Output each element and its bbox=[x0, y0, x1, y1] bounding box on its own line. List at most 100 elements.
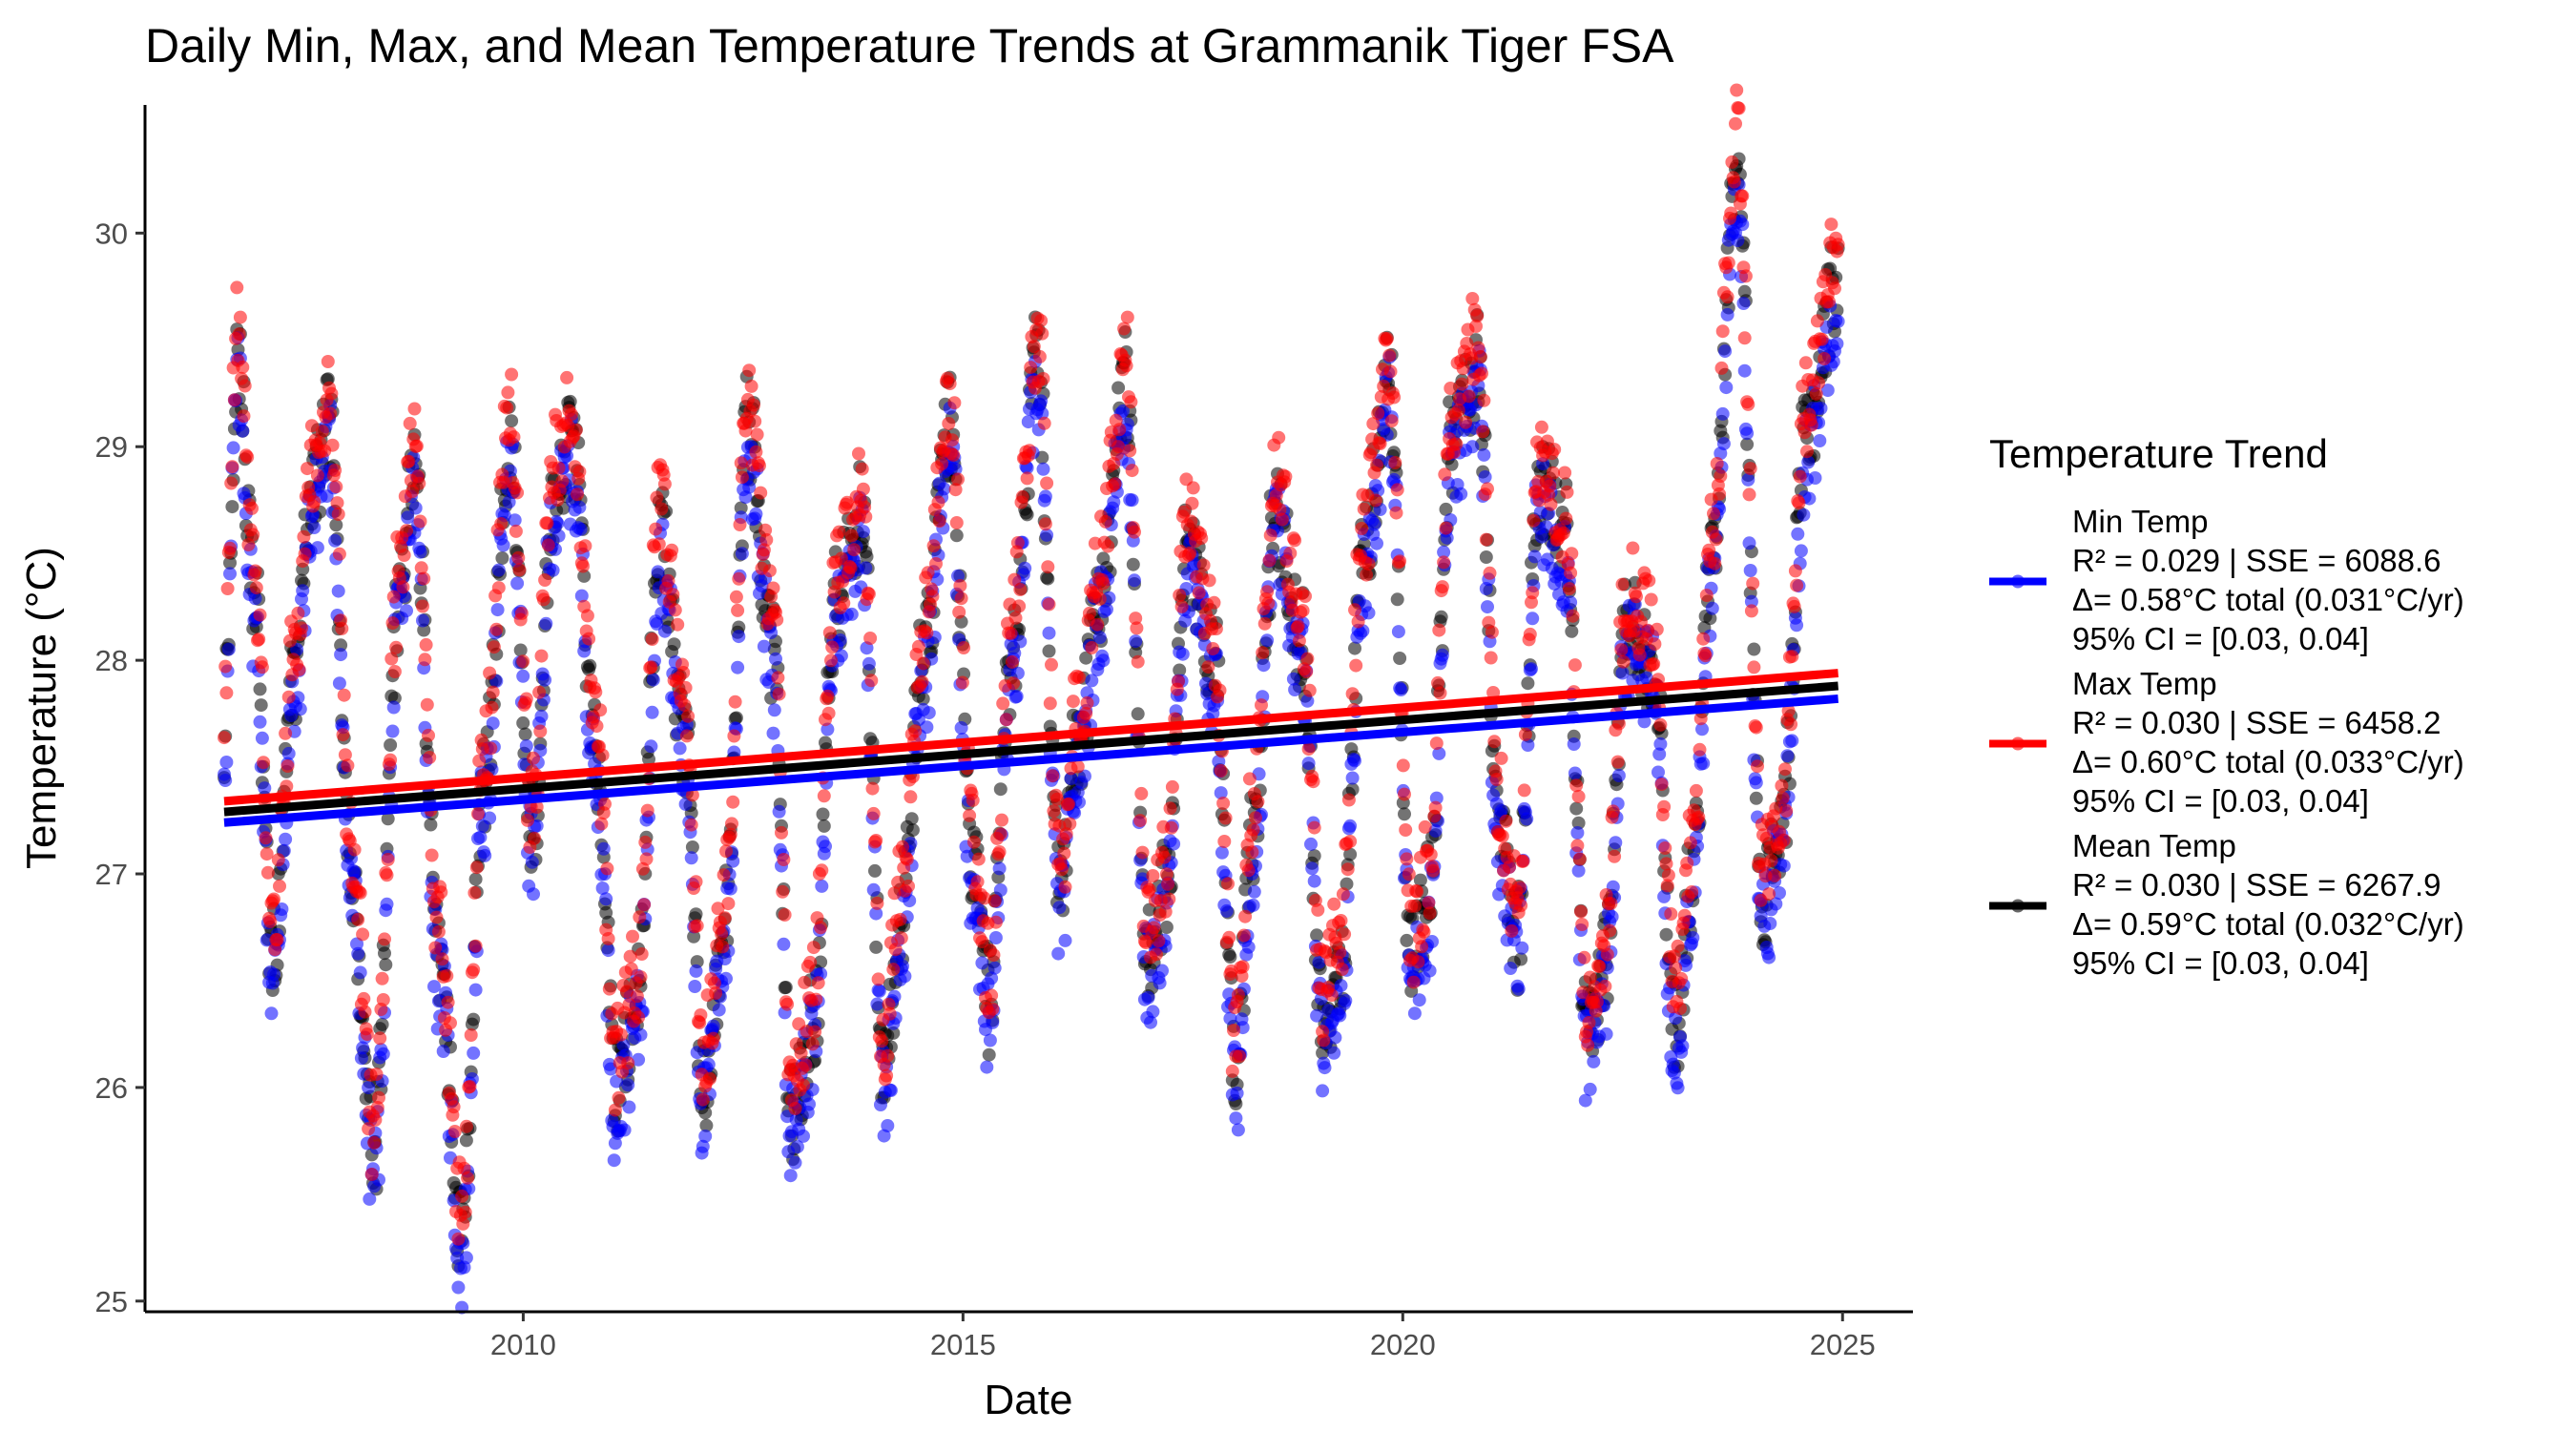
data-point bbox=[900, 852, 914, 866]
data-point bbox=[536, 592, 551, 607]
data-point bbox=[777, 937, 791, 951]
data-point bbox=[864, 674, 879, 688]
data-point bbox=[869, 834, 883, 847]
data-point bbox=[706, 1019, 720, 1033]
data-point bbox=[954, 721, 968, 735]
data-point bbox=[1433, 686, 1447, 700]
data-point bbox=[1340, 862, 1355, 877]
data-point bbox=[1207, 595, 1221, 610]
data-point bbox=[1571, 863, 1586, 878]
data-point bbox=[298, 547, 312, 561]
data-point bbox=[1085, 674, 1099, 688]
data-point bbox=[865, 781, 880, 796]
data-point bbox=[943, 377, 957, 391]
data-point bbox=[1402, 867, 1416, 881]
data-point bbox=[490, 603, 505, 617]
data-point bbox=[225, 500, 239, 514]
data-point bbox=[375, 971, 389, 985]
data-point bbox=[1159, 921, 1174, 934]
data-point bbox=[775, 825, 788, 840]
data-point bbox=[1333, 1008, 1347, 1023]
data-point bbox=[1150, 947, 1163, 962]
data-point bbox=[376, 993, 390, 1006]
data-point bbox=[863, 632, 878, 645]
data-point bbox=[1544, 497, 1558, 511]
data-point bbox=[1683, 836, 1697, 850]
data-point bbox=[1479, 532, 1493, 547]
data-point bbox=[1370, 536, 1383, 550]
data-point bbox=[1173, 663, 1187, 677]
data-point bbox=[1080, 695, 1094, 710]
data-point bbox=[1361, 557, 1376, 571]
data-point bbox=[920, 720, 934, 735]
data-point bbox=[948, 462, 963, 476]
data-point bbox=[1626, 541, 1640, 555]
data-point bbox=[1587, 1054, 1601, 1068]
data-point bbox=[1335, 963, 1349, 976]
data-point bbox=[640, 803, 654, 818]
data-point bbox=[335, 621, 349, 635]
legend-label: Max Temp bbox=[2072, 666, 2217, 701]
data-point bbox=[1112, 423, 1127, 437]
data-point bbox=[716, 940, 730, 954]
data-point bbox=[1129, 612, 1143, 626]
data-point bbox=[1702, 543, 1716, 557]
data-point bbox=[467, 963, 481, 977]
data-point bbox=[1776, 791, 1790, 805]
data-point bbox=[779, 981, 793, 994]
legend-label: Mean Temp bbox=[2072, 828, 2236, 863]
data-point bbox=[1571, 789, 1586, 803]
data-point bbox=[502, 495, 516, 509]
data-point bbox=[1709, 532, 1723, 547]
data-point bbox=[1072, 795, 1086, 809]
data-point bbox=[1209, 622, 1223, 636]
data-point bbox=[953, 579, 967, 592]
data-point bbox=[510, 486, 525, 500]
data-point bbox=[387, 665, 402, 678]
data-point bbox=[949, 516, 964, 529]
data-point bbox=[1377, 380, 1391, 393]
data-point bbox=[459, 1251, 473, 1265]
data-point bbox=[1749, 776, 1763, 790]
data-point bbox=[1422, 896, 1436, 910]
data-point bbox=[1566, 609, 1580, 623]
data-point bbox=[877, 1129, 891, 1143]
data-point bbox=[930, 572, 945, 587]
data-point bbox=[1091, 617, 1105, 632]
data-point bbox=[1214, 764, 1228, 778]
data-point bbox=[1565, 547, 1579, 561]
data-point bbox=[1698, 649, 1713, 663]
data-point bbox=[952, 605, 966, 619]
data-point bbox=[1669, 961, 1683, 975]
data-point bbox=[516, 654, 530, 669]
data-point bbox=[1724, 206, 1738, 220]
data-point bbox=[1391, 625, 1405, 639]
data-point bbox=[1120, 310, 1134, 324]
data-point bbox=[357, 991, 371, 1006]
y-tick-label: 30 bbox=[95, 217, 128, 250]
data-point bbox=[1785, 650, 1799, 664]
data-point bbox=[310, 468, 324, 483]
data-point bbox=[323, 406, 338, 421]
data-point bbox=[380, 868, 394, 882]
data-point bbox=[1317, 1033, 1331, 1047]
data-point bbox=[1525, 662, 1538, 676]
data-point bbox=[1526, 612, 1540, 626]
data-point bbox=[1696, 632, 1711, 646]
data-point bbox=[1338, 927, 1352, 942]
data-point bbox=[1454, 487, 1468, 501]
data-point bbox=[926, 539, 941, 553]
data-point bbox=[754, 486, 768, 500]
data-point bbox=[555, 474, 570, 488]
data-point bbox=[925, 590, 940, 604]
data-point bbox=[929, 557, 943, 570]
data-point bbox=[922, 706, 936, 720]
data-point bbox=[245, 501, 259, 515]
data-point bbox=[742, 363, 757, 378]
data-point bbox=[1677, 908, 1692, 923]
data-point bbox=[1327, 897, 1341, 911]
data-point bbox=[1360, 568, 1374, 582]
data-point bbox=[1685, 885, 1699, 899]
data-point bbox=[1576, 985, 1590, 1000]
data-point bbox=[1800, 445, 1814, 459]
